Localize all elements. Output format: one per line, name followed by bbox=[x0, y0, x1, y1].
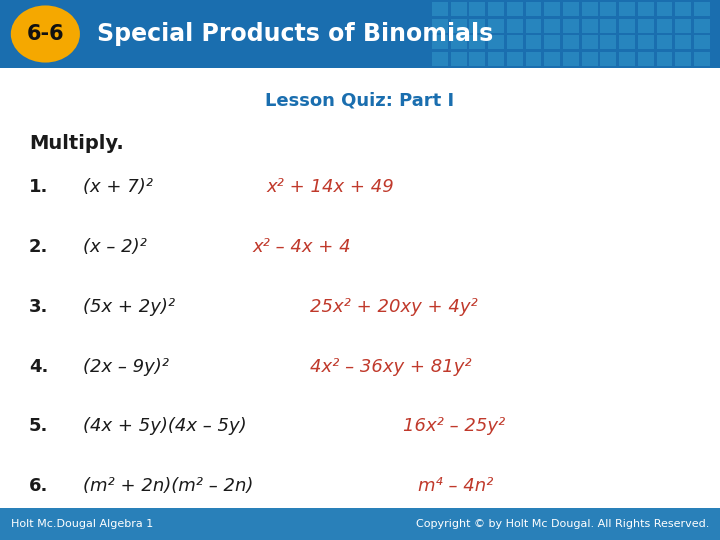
Bar bbox=[432, 35, 448, 49]
Text: 4x² – 36xy + 81y²: 4x² – 36xy + 81y² bbox=[310, 357, 471, 375]
Bar bbox=[432, 51, 448, 66]
Bar bbox=[488, 18, 504, 33]
Bar bbox=[432, 2, 448, 16]
Text: (4x + 5y)(4x – 5y): (4x + 5y)(4x – 5y) bbox=[83, 417, 246, 435]
Bar bbox=[582, 2, 598, 16]
Bar bbox=[694, 2, 710, 16]
Bar bbox=[657, 2, 672, 16]
Bar bbox=[544, 51, 560, 66]
Bar bbox=[432, 18, 448, 33]
Bar bbox=[619, 35, 635, 49]
Text: (2x – 9y)²: (2x – 9y)² bbox=[83, 357, 168, 375]
Ellipse shape bbox=[11, 5, 80, 63]
Bar bbox=[694, 18, 710, 33]
Bar bbox=[694, 51, 710, 66]
Text: 5.: 5. bbox=[29, 417, 48, 435]
Bar bbox=[488, 51, 504, 66]
Bar bbox=[469, 2, 485, 16]
Bar bbox=[451, 35, 467, 49]
Bar bbox=[469, 51, 485, 66]
Bar bbox=[657, 18, 672, 33]
Text: (5x + 2y)²: (5x + 2y)² bbox=[83, 298, 175, 316]
Text: Copyright © by Holt Mc Dougal. All Rights Reserved.: Copyright © by Holt Mc Dougal. All Right… bbox=[416, 519, 709, 529]
Bar bbox=[544, 2, 560, 16]
Bar bbox=[600, 2, 616, 16]
Text: 6-6: 6-6 bbox=[27, 24, 64, 44]
Text: x² – 4x + 4: x² – 4x + 4 bbox=[252, 238, 351, 256]
Bar bbox=[526, 35, 541, 49]
Bar bbox=[675, 18, 691, 33]
Bar bbox=[451, 2, 467, 16]
Bar bbox=[451, 18, 467, 33]
Bar bbox=[0, 0, 720, 68]
Bar bbox=[675, 35, 691, 49]
Bar bbox=[657, 51, 672, 66]
Text: 3.: 3. bbox=[29, 298, 48, 316]
Bar bbox=[451, 51, 467, 66]
Bar bbox=[619, 51, 635, 66]
Bar bbox=[507, 18, 523, 33]
Bar bbox=[526, 2, 541, 16]
Text: 6.: 6. bbox=[29, 477, 48, 495]
Bar bbox=[563, 2, 579, 16]
Text: 2.: 2. bbox=[29, 238, 48, 256]
Bar bbox=[675, 2, 691, 16]
Bar bbox=[563, 51, 579, 66]
Bar bbox=[469, 18, 485, 33]
Bar bbox=[657, 35, 672, 49]
Bar bbox=[694, 35, 710, 49]
Bar bbox=[619, 18, 635, 33]
Bar bbox=[638, 2, 654, 16]
Bar bbox=[600, 51, 616, 66]
Bar bbox=[563, 18, 579, 33]
Bar bbox=[638, 18, 654, 33]
Text: 4.: 4. bbox=[29, 357, 48, 375]
Text: (x + 7)²: (x + 7)² bbox=[83, 178, 153, 196]
Bar bbox=[507, 35, 523, 49]
Bar bbox=[488, 35, 504, 49]
Text: x² + 14x + 49: x² + 14x + 49 bbox=[266, 178, 394, 196]
Bar bbox=[469, 35, 485, 49]
Bar bbox=[638, 35, 654, 49]
Text: 1.: 1. bbox=[29, 178, 48, 196]
Text: 25x² + 20xy + 4y²: 25x² + 20xy + 4y² bbox=[310, 298, 477, 316]
Text: 16x² – 25y²: 16x² – 25y² bbox=[403, 417, 505, 435]
Bar bbox=[675, 51, 691, 66]
Text: (x – 2)²: (x – 2)² bbox=[83, 238, 147, 256]
Bar bbox=[600, 18, 616, 33]
Bar bbox=[0, 508, 720, 540]
Bar bbox=[619, 2, 635, 16]
Bar bbox=[544, 35, 560, 49]
Text: (m² + 2n)(m² – 2n): (m² + 2n)(m² – 2n) bbox=[83, 477, 253, 495]
Text: m⁴ – 4n²: m⁴ – 4n² bbox=[418, 477, 493, 495]
Text: Holt Mc.Dougal Algebra 1: Holt Mc.Dougal Algebra 1 bbox=[11, 519, 153, 529]
Bar bbox=[582, 51, 598, 66]
Bar bbox=[507, 51, 523, 66]
Bar bbox=[600, 35, 616, 49]
Bar bbox=[488, 2, 504, 16]
Bar bbox=[563, 35, 579, 49]
Text: Special Products of Binomials: Special Products of Binomials bbox=[97, 22, 493, 46]
Bar bbox=[507, 2, 523, 16]
Bar bbox=[638, 51, 654, 66]
Bar bbox=[526, 18, 541, 33]
Bar bbox=[526, 51, 541, 66]
Text: Multiply.: Multiply. bbox=[29, 134, 124, 153]
Text: Lesson Quiz: Part I: Lesson Quiz: Part I bbox=[266, 91, 454, 110]
Bar bbox=[544, 18, 560, 33]
Bar bbox=[582, 35, 598, 49]
Bar bbox=[582, 18, 598, 33]
